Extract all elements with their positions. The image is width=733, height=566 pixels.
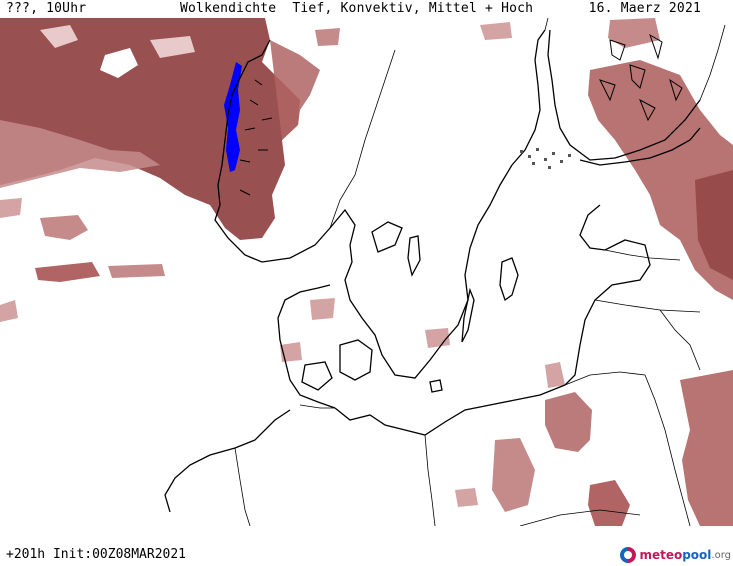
cloud-patch-west-5 [0, 198, 22, 218]
cloud-patch-bornholm [425, 328, 450, 348]
border-sweden-finland [544, 18, 549, 31]
cloud-area-northwest [0, 18, 300, 240]
border-latvia-lithuania [594, 299, 701, 313]
archipelago-dot [568, 154, 571, 157]
border-poland-belarus [644, 374, 691, 526]
coast-gulf-finland [579, 127, 701, 166]
cloud-cover-layer [0, 18, 733, 526]
border-lithuania-east [659, 309, 701, 371]
cloud-area-northeast-dark [695, 170, 733, 280]
cloud-patch-northeast-top [608, 18, 660, 48]
lake-fragment-2 [629, 64, 646, 89]
archipelago-dot [532, 162, 535, 165]
lake-vattern [407, 235, 421, 277]
coast-gotland [499, 257, 519, 302]
cloud-patch-west-1 [40, 215, 88, 240]
coast-zealand [339, 339, 373, 381]
lake-vanern [371, 221, 403, 253]
sea-ice-strip [224, 62, 242, 172]
meteopool-logo[interactable]: meteo pool .org [620, 545, 731, 565]
coast-norway-islands [239, 79, 273, 196]
cloud-hole-1 [100, 48, 138, 78]
map-title: Wolkendichte Tief, Konvektiv, Mittel + H… [180, 1, 534, 16]
archipelago-dot [560, 160, 563, 163]
border-kaliningrad [564, 371, 646, 386]
border-norway-sweden [329, 49, 396, 229]
archipelago-dot [520, 150, 523, 153]
cloud-patch-south-small [455, 488, 478, 507]
logo-text-pool: pool [682, 548, 712, 562]
border-germany-netherlands [234, 447, 251, 526]
coast-norway [214, 39, 356, 263]
cloud-area-northwest-light [0, 120, 160, 188]
lake-fragment-3 [599, 79, 616, 102]
forecast-date: 16. Maerz 2021 [588, 1, 701, 16]
cloud-area-south-1 [492, 438, 535, 512]
cloud-hole-2 [40, 25, 78, 48]
archipelago-dot [548, 166, 551, 169]
finland-lakes [599, 33, 683, 122]
cloud-patch-west-4 [0, 300, 18, 322]
cloud-area-poland [545, 392, 592, 452]
logo-text-meteo: meteo [639, 548, 683, 562]
border-poland-south [519, 509, 641, 526]
archipelago-dot [536, 148, 539, 151]
cloud-area-norway-coast [270, 40, 320, 140]
cloud-patch-lake [480, 22, 512, 40]
coastlines [164, 29, 701, 513]
cloud-hole-3 [150, 36, 195, 58]
aland-archipelago [520, 148, 571, 169]
border-estonia-latvia [604, 249, 681, 261]
cloud-patch-norway-mid [315, 28, 340, 46]
cloud-area-northeast [588, 60, 733, 300]
island-bornholm [429, 379, 443, 393]
country-borders [234, 18, 726, 526]
archipelago-dot [544, 158, 547, 161]
archipelago-dot [528, 155, 531, 158]
cloud-patch-west-2 [35, 262, 100, 282]
meteopool-logo-icon [620, 547, 637, 563]
coast-poland-germany [334, 384, 566, 436]
cloud-patch-baltic-south [545, 362, 565, 388]
lake-fragment-1 [609, 39, 626, 61]
valid-time-label: ???, 10Uhr [6, 1, 87, 16]
coast-funen [301, 361, 333, 391]
border-finland-russia [699, 24, 726, 101]
lake-fragment-6 [639, 98, 656, 122]
border-denmark-germany [299, 404, 335, 409]
logo-text-domain: .org [711, 549, 731, 561]
coast-oland [461, 287, 475, 343]
coast-bothnia-east [547, 29, 701, 161]
cloud-patch-denmark [280, 342, 302, 362]
forecast-run-info: +201h Init:00Z08MAR2021 [6, 547, 187, 562]
cloud-area-southeast [680, 370, 733, 526]
lake-fragment-4 [649, 33, 663, 60]
cloud-cover-map [0, 18, 733, 526]
coast-baltic-states [564, 204, 651, 386]
cloud-patch-west-3 [108, 264, 165, 278]
lake-fragment-5 [669, 78, 683, 102]
cloud-area-south-2 [588, 480, 630, 526]
cloud-patch-denmark-2 [310, 298, 335, 320]
archipelago-dot [552, 152, 555, 155]
coast-sweden-west [344, 164, 513, 379]
coast-jutland [277, 284, 336, 409]
border-germany-poland [424, 434, 436, 526]
coast-bothnia [511, 29, 546, 166]
coast-north-sea-south [164, 409, 291, 513]
